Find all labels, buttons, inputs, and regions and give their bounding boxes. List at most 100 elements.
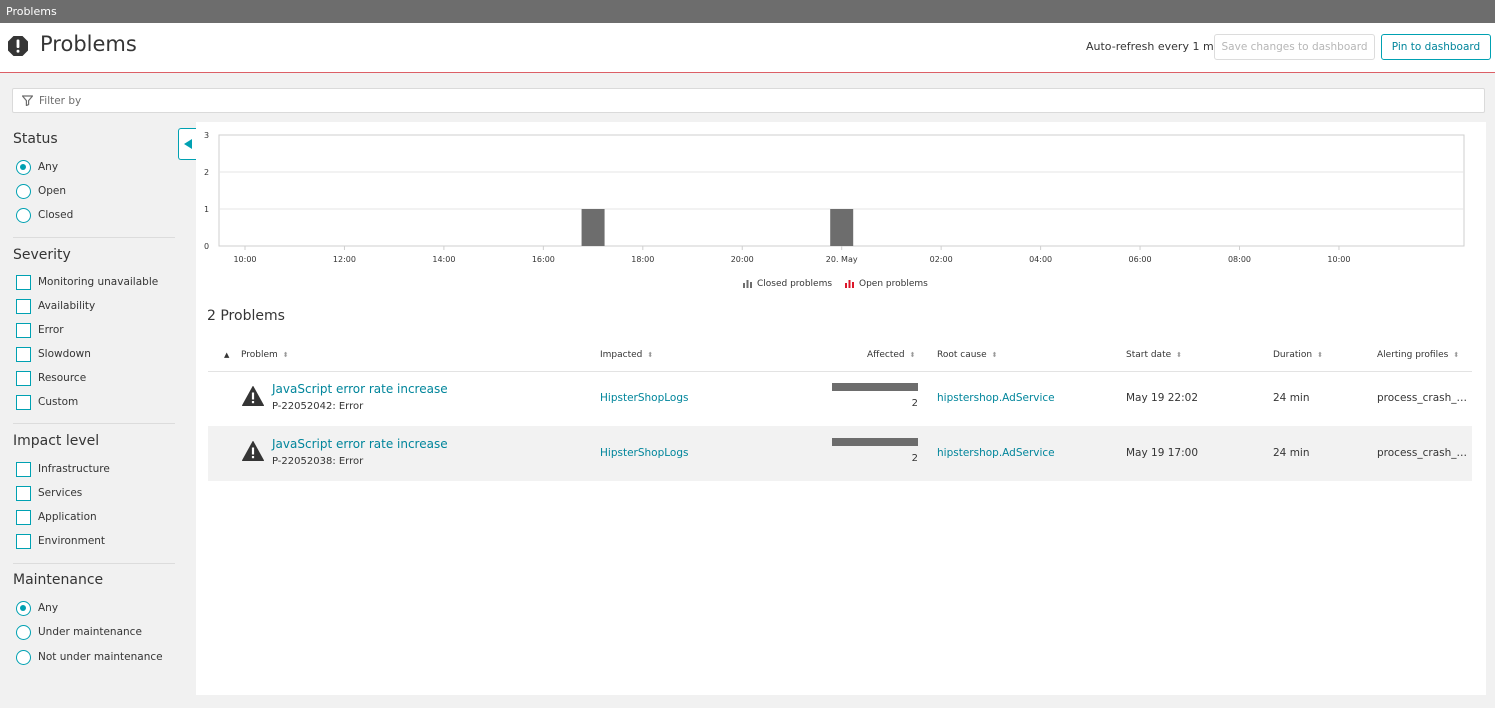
x-tick-label: 12:00 [333, 255, 356, 264]
legend-closed[interactable]: Closed problems [743, 279, 832, 289]
severity-custom-checkbox[interactable]: Custom [16, 393, 78, 411]
column-label: Alerting profiles [1377, 350, 1449, 360]
root-cause-link[interactable]: hipstershop.AdService [937, 392, 1055, 404]
column-problem[interactable]: ▲ Problem ⬍ [224, 350, 289, 360]
table-row[interactable]: JavaScript error rate increase P-2205204… [208, 371, 1472, 426]
column-affected[interactable]: Affected ⬍ [867, 350, 916, 360]
sort-icon: ⬍ [1317, 351, 1323, 359]
chart-bar [581, 209, 605, 246]
option-label: Under maintenance [38, 626, 142, 638]
problems-chart: 0 1 2 3 10:00 12:00 14:00 16:00 18:00 20:00 20. Ma… [204, 131, 1465, 264]
option-label: Open [38, 185, 67, 197]
impact-environment-checkbox[interactable]: Environment [16, 532, 105, 550]
column-duration[interactable]: Duration ⬍ [1273, 350, 1323, 360]
problem-title-link[interactable]: JavaScript error rate increase [272, 382, 448, 396]
y-tick-label: 2 [204, 168, 209, 177]
option-label: Error [38, 324, 64, 336]
checkbox[interactable] [16, 322, 31, 338]
impact-infrastructure-checkbox[interactable]: Infrastructure [16, 460, 110, 478]
bar-chart-icon [743, 280, 752, 288]
radio-selected[interactable] [16, 600, 31, 616]
x-tick-label: 02:00 [930, 255, 953, 264]
save-to-dashboard-button[interactable]: Save changes to dashboard [1214, 34, 1375, 60]
checkbox[interactable] [16, 461, 31, 477]
radio[interactable] [16, 624, 31, 640]
option-label: Any [38, 161, 59, 173]
sort-icon: ⬍ [647, 351, 654, 359]
checkbox[interactable] [16, 509, 31, 525]
x-tick-label: 20:00 [731, 255, 754, 264]
sort-icon: ⬍ [909, 351, 916, 359]
checkbox[interactable] [16, 533, 31, 549]
severity-availability-checkbox[interactable]: Availability [16, 297, 95, 315]
column-label: Impacted [600, 350, 643, 360]
severity-slowdown-checkbox[interactable]: Slowdown [16, 345, 91, 363]
maintenance-under-radio[interactable]: Under maintenance [16, 623, 142, 641]
severity-resource-checkbox[interactable]: Resource [16, 369, 86, 387]
radio-selected[interactable] [16, 159, 31, 175]
maintenance-section-title: Maintenance [13, 572, 104, 588]
severity-error-checkbox[interactable]: Error [16, 321, 64, 339]
impact-application-checkbox[interactable]: Application [16, 508, 97, 526]
checkbox[interactable] [16, 346, 31, 362]
impact-services-checkbox[interactable]: Services [16, 484, 82, 502]
maintenance-not-under-radio[interactable]: Not under maintenance [16, 648, 163, 666]
affected-count: 2 [911, 453, 918, 464]
column-label: Start date [1126, 350, 1172, 360]
option-label: Application [38, 511, 97, 523]
main-panel: 0 1 2 3 10:00 12:00 14:00 16:00 18:00 20:00 20. Ma… [196, 122, 1486, 695]
chart-bar [830, 209, 854, 246]
table-header: ▲ Problem ⬍ Impacted ⬍ Affected ⬍ Root caus… [208, 344, 1472, 372]
problem-title-link[interactable]: JavaScript error rate increase [272, 437, 448, 451]
x-tick-label: 10:00 [233, 255, 256, 264]
filter-icon [22, 95, 33, 106]
option-label: Resource [38, 372, 87, 384]
column-label: Duration [1273, 350, 1313, 360]
collapse-sidebar-button[interactable] [178, 128, 196, 160]
filter-bar[interactable] [12, 88, 1485, 113]
problem-icon [8, 36, 28, 56]
sort-icon: ⬍ [991, 351, 998, 359]
start-date: May 19 22:02 [1126, 392, 1199, 404]
x-tick-label: 18:00 [631, 255, 654, 264]
status-any-radio[interactable]: Any [16, 158, 58, 176]
x-tick-label: 10:00 [1327, 255, 1350, 264]
filter-input[interactable] [39, 91, 1439, 110]
divider [13, 237, 175, 238]
root-cause-link[interactable]: hipstershop.AdService [937, 447, 1055, 459]
column-root-cause[interactable]: Root cause ⬍ [937, 350, 998, 360]
status-open-radio[interactable]: Open [16, 182, 66, 200]
column-label: Root cause [937, 350, 987, 360]
alerting-profiles: process_crash_alerts [1377, 392, 1467, 404]
affected-count: 2 [911, 398, 918, 409]
divider [13, 423, 175, 424]
maintenance-any-radio[interactable]: Any [16, 599, 58, 617]
option-label: Not under maintenance [38, 651, 163, 663]
checkbox[interactable] [16, 370, 31, 386]
radio[interactable] [16, 183, 31, 199]
radio[interactable] [16, 649, 31, 665]
column-impacted[interactable]: Impacted ⬍ [600, 350, 653, 360]
legend-open[interactable]: Open problems [845, 279, 928, 289]
x-tick-label: 04:00 [1029, 255, 1052, 264]
problems-count-title: 2 Problems [207, 308, 285, 324]
column-alerting-profiles[interactable]: Alerting profiles ⬍ [1377, 350, 1459, 360]
sort-ascending-icon: ▲ [224, 351, 230, 359]
column-start-date[interactable]: Start date ⬍ [1126, 350, 1182, 360]
option-label: Closed [38, 209, 74, 221]
impacted-entity-link[interactable]: HipsterShopLogs [600, 447, 689, 459]
radio[interactable] [16, 207, 31, 223]
x-tick-label: 08:00 [1228, 255, 1251, 264]
severity-monitoring-unavailable-checkbox[interactable]: Monitoring unavailable [16, 273, 158, 291]
checkbox[interactable] [16, 394, 31, 410]
status-closed-radio[interactable]: Closed [16, 206, 73, 224]
pin-to-dashboard-button[interactable]: Pin to dashboard [1381, 34, 1491, 60]
impacted-entity-link[interactable]: HipsterShopLogs [600, 392, 689, 404]
bar-chart-icon [845, 280, 854, 288]
checkbox[interactable] [16, 298, 31, 314]
checkbox[interactable] [16, 274, 31, 290]
legend-label: Closed problems [757, 279, 833, 289]
table-row[interactable]: JavaScript error rate increase P-2205203… [208, 426, 1472, 481]
caret-left-icon [184, 139, 192, 149]
checkbox[interactable] [16, 485, 31, 501]
